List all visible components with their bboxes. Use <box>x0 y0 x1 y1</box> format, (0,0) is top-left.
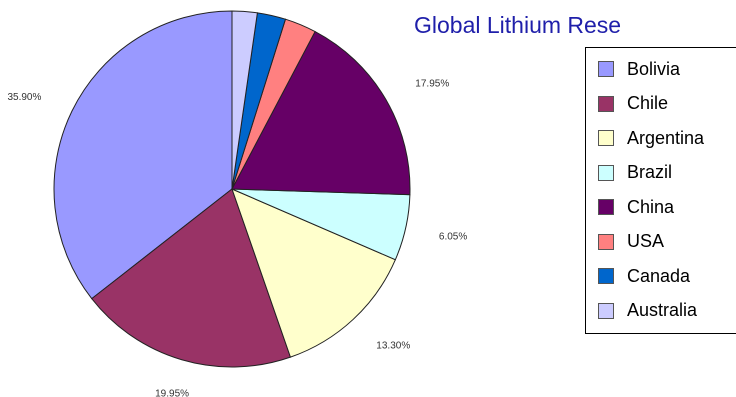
legend-swatch <box>598 199 614 215</box>
slice-label-argentina: 13.30% <box>376 340 410 351</box>
pie-slice-australia <box>231 10 258 190</box>
legend: Bolivia Chile Argentina Brazil China USA Canad… <box>585 47 736 334</box>
legend-item-chile: Chile <box>598 93 668 115</box>
pie-slice-argentina <box>231 188 397 358</box>
legend-item-usa: USA <box>598 231 664 253</box>
legend-swatch <box>598 302 614 319</box>
slice-label-bolivia: 35.90% <box>7 92 41 103</box>
legend-item-argentina: Argentina <box>598 127 704 149</box>
legend-swatch <box>598 164 614 181</box>
legend-item-australia: Australia <box>598 300 697 322</box>
pie-slices <box>53 10 411 368</box>
legend-item-brazil: Brazil <box>598 162 672 184</box>
legend-label: Canada <box>627 265 691 286</box>
legend-label: Australia <box>627 300 698 320</box>
legend-swatch <box>598 130 614 146</box>
legend-swatch <box>598 61 614 77</box>
slice-label-chile: 19.95% <box>155 388 189 397</box>
slice-label-china: 17.95% <box>415 78 449 89</box>
legend-label: Argentina <box>627 127 705 148</box>
legend-swatch <box>598 233 614 250</box>
legend-label: USA <box>627 231 665 251</box>
pie-slice-china <box>231 30 411 196</box>
legend-swatch <box>598 95 614 112</box>
chart-title: Global Lithium Rese <box>414 12 622 38</box>
legend-item-canada: Canada <box>598 265 690 287</box>
pie-slice-bolivia <box>53 10 233 300</box>
pie-slice-chile <box>91 188 292 368</box>
legend-label: Brazil <box>627 162 673 182</box>
legend-swatch <box>598 268 614 284</box>
legend-item-bolivia: Bolivia <box>598 58 680 80</box>
legend-item-china: China <box>598 196 674 218</box>
legend-label: Chile <box>627 93 669 113</box>
pie-labels: 35.90% 19.95% 13.30% 6.05% 17.95% <box>7 78 467 397</box>
slice-label-brazil: 6.05% <box>439 231 467 242</box>
legend-label: China <box>627 196 675 217</box>
legend-label: Bolivia <box>627 58 681 79</box>
